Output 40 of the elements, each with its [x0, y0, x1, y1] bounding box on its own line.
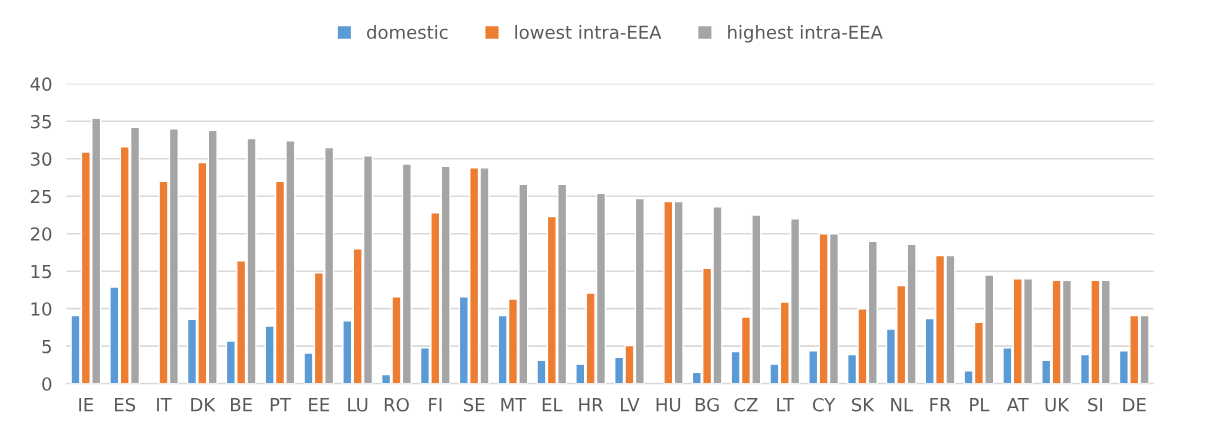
- x-tick-label: IT: [157, 398, 172, 412]
- x-tick-label: EE: [309, 398, 330, 412]
- x-tick-label: CZ: [734, 397, 758, 412]
- x-tick-label: CY: [812, 397, 836, 412]
- legend-label: lowest intra-EEA: [515, 25, 662, 40]
- x-tick-label: LU: [348, 398, 368, 412]
- x-tick-label: UK: [1045, 398, 1070, 412]
- x-tick-label: NL: [891, 398, 913, 412]
- y-tick-label: 40: [30, 77, 52, 91]
- x-tick-label: SI: [1088, 397, 1103, 412]
- x-tick-label: LT: [777, 398, 795, 412]
- y-tick-label: 5: [42, 339, 51, 354]
- y-tick-label: 30: [30, 152, 52, 166]
- x-tick-label: DE: [1123, 398, 1146, 412]
- x-tick-label: PL: [970, 398, 990, 412]
- x-tick-label: ES: [115, 397, 136, 412]
- x-tick-label: BG: [695, 397, 719, 412]
- x-tick-label: FI: [429, 398, 442, 412]
- x-tick-label: HU: [656, 398, 681, 412]
- x-tick-label: SE: [463, 397, 485, 412]
- y-tick-label: 15: [31, 264, 51, 279]
- x-tick-label: PT: [270, 398, 292, 412]
- x-tick-label: LV: [621, 398, 640, 412]
- y-tick-label: 35: [30, 114, 51, 129]
- x-tick-label: RO: [384, 397, 409, 412]
- x-tick-label: HR: [579, 398, 604, 412]
- x-tick-label: IE: [79, 398, 94, 412]
- y-tick-label: 0: [42, 377, 52, 391]
- x-tick-label: DK: [191, 398, 216, 412]
- y-tick-label: 25: [30, 189, 51, 204]
- y-tick-label: 10: [31, 302, 52, 316]
- x-tick-label: BE: [231, 398, 252, 412]
- legend-label: highest intra-EEA: [728, 25, 883, 43]
- x-tick-label: EL: [542, 398, 563, 412]
- y-tick-label: 20: [30, 227, 52, 241]
- legend-label: domestic: [367, 25, 448, 40]
- x-tick-label: FR: [930, 398, 952, 412]
- x-tick-label: AT: [1006, 398, 1029, 412]
- x-tick-label: SK: [851, 397, 875, 412]
- x-tick-label: MT: [501, 398, 527, 412]
